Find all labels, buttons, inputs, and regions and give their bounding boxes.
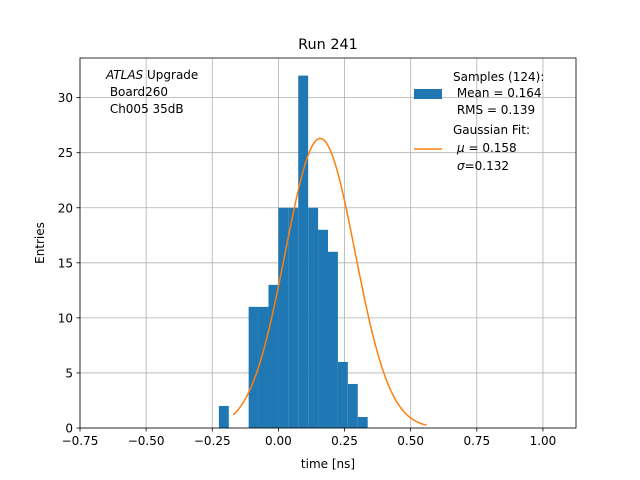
y-tick-label: 0 xyxy=(65,422,73,436)
x-tick-label: 1.00 xyxy=(530,434,557,448)
legend-fit-title: Gaussian Fit: xyxy=(453,123,530,137)
x-tick-label: 0.75 xyxy=(463,434,490,448)
histogram-bar xyxy=(258,306,269,428)
legend-samples-title: Samples (124): xyxy=(453,70,544,84)
legend-fit-mu: μ = 0.158 xyxy=(456,141,517,155)
y-tick-label: 25 xyxy=(58,146,73,160)
histogram-bar xyxy=(347,383,358,428)
legend-sigma-value: =0.132 xyxy=(465,159,509,173)
annotation-line-1: ATLAS Upgrade xyxy=(105,68,198,82)
legend-mu-value: = 0.158 xyxy=(465,141,517,155)
annotation-line-3: Ch005 35dB xyxy=(106,102,184,116)
y-tick-label: 5 xyxy=(65,366,73,380)
histogram-bar xyxy=(328,251,338,428)
x-tick-label: −0.75 xyxy=(62,434,99,448)
gaussian-fit-curve xyxy=(232,137,427,426)
run-annotation: ATLAS Upgrade Board260 Ch005 35dB xyxy=(105,68,198,116)
legend-samples-mean: Mean = 0.164 xyxy=(453,86,542,100)
y-tick-label: 15 xyxy=(58,256,73,270)
histogram-bar xyxy=(298,75,309,428)
x-axis-label: time [ns] xyxy=(301,457,355,471)
histogram-bar xyxy=(357,416,368,428)
legend-sigma-symbol: σ xyxy=(457,159,465,173)
y-tick-label: 20 xyxy=(58,201,73,215)
legend-mu-symbol: μ xyxy=(456,141,465,155)
legend-samples-swatch xyxy=(414,89,442,99)
annotation-line-2: Board260 xyxy=(106,85,168,99)
y-tick-label: 30 xyxy=(58,91,73,105)
plot-frame xyxy=(79,57,577,429)
histogram-bar xyxy=(308,207,319,428)
histogram-bar xyxy=(268,284,279,428)
legend-fit-sigma: σ=0.132 xyxy=(457,159,509,173)
histogram-bar xyxy=(288,207,299,428)
x-tick-label: 0.25 xyxy=(331,434,358,448)
y-tick-label: 10 xyxy=(58,311,73,325)
y-axis-label: Entries xyxy=(33,222,47,264)
annotation-atlas: ATLAS xyxy=(105,68,144,82)
x-axis-ticks: −0.75 −0.50 −0.25 0.00 0.25 0.50 0.75 1.00 xyxy=(62,428,557,448)
annotation-upgrade: Upgrade xyxy=(143,68,198,82)
histogram-bar xyxy=(218,405,229,428)
chart-title: Run 241 xyxy=(298,37,358,53)
x-tick-label: −0.50 xyxy=(128,434,165,448)
histogram-bars xyxy=(218,75,368,428)
legend-samples-rms: RMS = 0.139 xyxy=(453,103,535,117)
x-tick-label: 0.50 xyxy=(397,434,424,448)
y-axis-ticks: 0 5 10 15 20 25 30 xyxy=(58,91,80,436)
histogram-bar xyxy=(278,207,289,428)
histogram-bar xyxy=(318,229,328,428)
histogram-bar xyxy=(337,361,348,428)
histogram-bar xyxy=(248,306,259,428)
x-tick-label: −0.25 xyxy=(194,434,231,448)
legend: Samples (124): Mean = 0.164 RMS = 0.139 … xyxy=(414,70,544,173)
x-tick-label: 0.00 xyxy=(265,434,292,448)
